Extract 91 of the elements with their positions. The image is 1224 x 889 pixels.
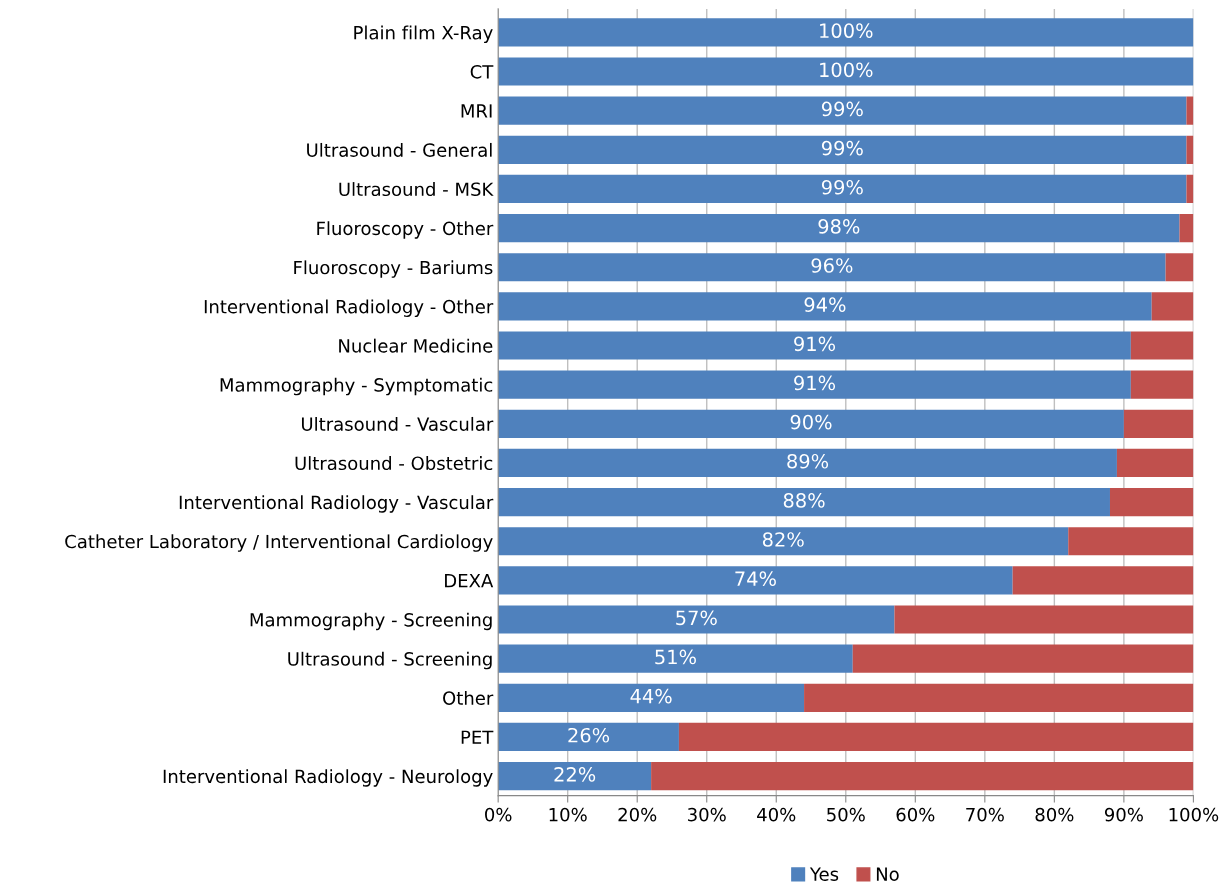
bar	[1186, 135, 1194, 164]
data-label: 91%	[794, 336, 836, 352]
y-tick-label: Other	[443, 690, 494, 705]
bar	[1165, 253, 1194, 282]
bar	[498, 644, 853, 673]
y-tick-label: Nuclear Medicine	[339, 338, 493, 353]
legend-label: No	[876, 867, 899, 881]
y-tick-label: Fluoroscopy - Bariums	[294, 260, 493, 278]
x-tick-label: 10%	[549, 807, 587, 822]
bar	[1068, 527, 1194, 556]
bar	[498, 487, 1110, 517]
data-label: 74%	[735, 571, 776, 587]
data-label: 90%	[790, 414, 832, 430]
bar	[498, 174, 1187, 204]
data-label: 26%	[568, 727, 610, 743]
x-tick-label: 90%	[1104, 807, 1143, 822]
bar	[1130, 370, 1194, 399]
y-tick-label: Interventional Radiology - Neurology	[163, 769, 493, 787]
bar	[498, 566, 1013, 595]
bar	[1186, 174, 1194, 204]
y-tick-label: Interventional Radiology - Other	[204, 299, 494, 317]
x-tick-label: 70%	[966, 807, 1004, 822]
bar	[1130, 331, 1194, 360]
x-tick-label: 50%	[827, 807, 865, 822]
y-tick-label: Plain film X-Ray	[354, 25, 493, 43]
x-tick-label: 100%	[1169, 807, 1219, 822]
data-label: 100%	[820, 23, 873, 39]
x-tick-label: 40%	[757, 807, 796, 822]
bar	[1151, 292, 1194, 321]
bar	[1116, 448, 1194, 478]
data-label: 57%	[676, 610, 717, 626]
y-tick-label: Interventional Radiology - Vascular	[179, 495, 494, 513]
data-label: 100%	[820, 62, 873, 78]
bar	[498, 135, 1187, 164]
bar	[1109, 487, 1194, 517]
x-tick-label: 60%	[896, 807, 935, 822]
bar	[1012, 566, 1194, 595]
data-label: 44%	[630, 688, 672, 704]
bar	[498, 292, 1152, 321]
legend-label: Yes	[809, 867, 839, 881]
data-label: 98%	[818, 219, 860, 234]
bar	[498, 761, 652, 791]
data-label: 88%	[783, 493, 825, 508]
bar	[1123, 409, 1194, 438]
bar	[498, 253, 1166, 282]
data-label: 99%	[821, 179, 863, 195]
bar	[498, 57, 1194, 86]
x-tick-label: 30%	[688, 807, 726, 822]
x-tick-label: 0%	[485, 807, 512, 822]
y-tick-label: Mammography - Symptomatic	[220, 377, 493, 396]
y-tick-label: Ultrasound - General	[307, 142, 492, 157]
y-tick-label: Ultrasound - Screening	[288, 651, 492, 670]
bar	[678, 722, 1194, 752]
bar	[498, 96, 1187, 125]
bar	[498, 448, 1117, 478]
bar	[498, 331, 1131, 360]
bar	[498, 683, 805, 712]
bar	[498, 409, 1124, 438]
data-label: 91%	[794, 375, 836, 391]
data-label: 99%	[821, 140, 863, 156]
data-label: 99%	[821, 101, 863, 117]
bar	[498, 527, 1069, 556]
bar	[498, 605, 895, 634]
x-tick-label: 20%	[618, 807, 657, 822]
bar	[1179, 214, 1194, 243]
data-label: 22%	[554, 767, 596, 782]
bar	[894, 605, 1194, 634]
y-tick-label: Catheter Laboratory / Interventional Cardiology	[65, 534, 493, 552]
bar	[498, 722, 679, 752]
data-label: 89%	[787, 453, 829, 469]
y-tick-label: Fluoroscopy - Other	[317, 221, 494, 239]
data-label: 96%	[811, 258, 853, 273]
y-tick-label: Ultrasound - Vascular	[301, 416, 494, 431]
y-tick-label: PET	[461, 730, 494, 744]
bar	[1186, 96, 1194, 125]
y-tick-label: Mammography - Screening	[250, 612, 492, 631]
y-tick-label: CT	[470, 64, 494, 79]
bar	[651, 761, 1194, 791]
y-tick-label: DEXA	[445, 574, 494, 588]
bar	[804, 683, 1194, 712]
x-tick-label: 80%	[1035, 807, 1074, 822]
bar	[852, 644, 1194, 673]
data-label: 94%	[804, 297, 846, 313]
data-label: 82%	[762, 532, 804, 547]
y-tick-label: MRI	[461, 104, 492, 118]
y-tick-label: Ultrasound - MSK	[339, 182, 494, 197]
y-tick-label: Ultrasound - Obstetric	[295, 456, 493, 471]
bar	[498, 214, 1180, 243]
data-label: 51%	[655, 649, 696, 665]
bar	[498, 370, 1131, 399]
bar	[498, 18, 1194, 47]
